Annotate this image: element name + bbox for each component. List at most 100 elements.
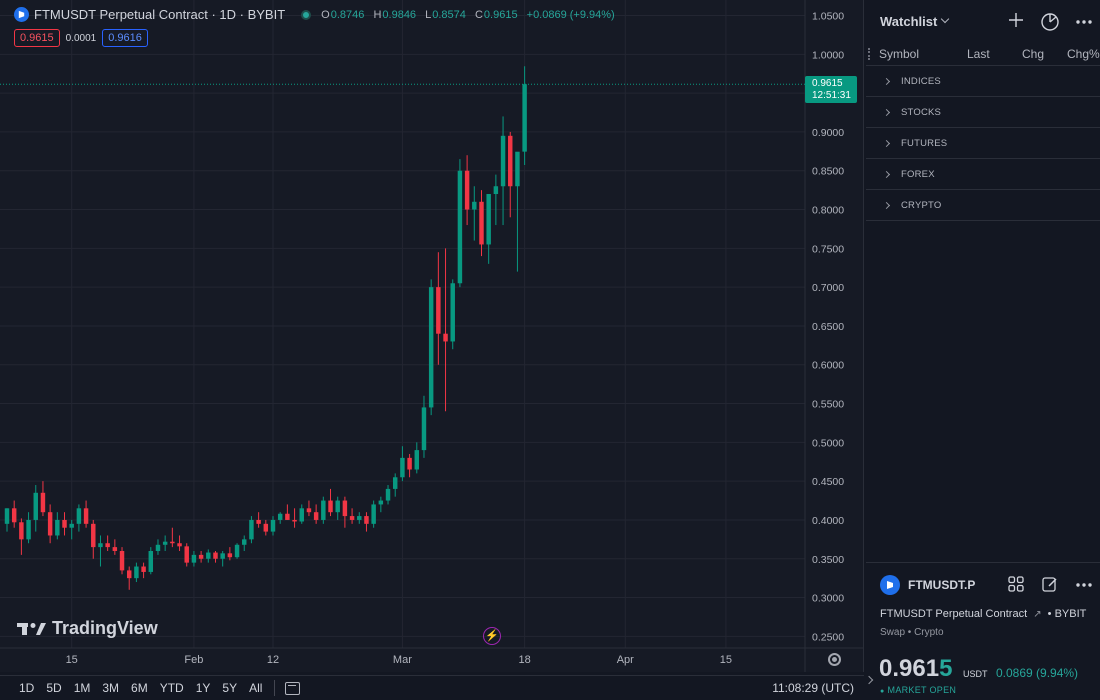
drag-handle-icon[interactable] <box>868 48 874 60</box>
x-axis-tick-label: 18 <box>518 654 530 666</box>
chevron-right-icon <box>882 77 891 85</box>
watchlist-group-crypto[interactable]: CRYPTO <box>866 190 1100 221</box>
candle-body <box>33 492 38 520</box>
column-symbol[interactable]: Symbol <box>879 46 920 61</box>
candle-body <box>227 553 233 558</box>
y-axis-tick-label: 1.0000 <box>812 49 844 61</box>
candle-body <box>76 508 82 524</box>
trade-buttons: 0.9615 0.0001 0.9616 <box>14 29 148 47</box>
chart-pane[interactable]: 0.2500 0.3000 0.3500 0.4000 0.4500 0.5000 0.55… <box>0 0 864 672</box>
candle-body <box>457 170 463 284</box>
candle-body <box>98 543 103 548</box>
candle-body <box>342 500 348 517</box>
range-5y[interactable]: 5Y <box>222 681 238 695</box>
event-lightning-icon[interactable]: ⚡ <box>483 627 501 645</box>
sell-button[interactable]: 0.9615 <box>14 29 60 47</box>
chevron-down-icon[interactable] <box>941 14 950 24</box>
watchlist-group-futures[interactable]: FUTURES <box>866 128 1100 159</box>
price-last-digit: 5 <box>939 655 953 682</box>
tradingview-logo[interactable]: TradingView <box>17 618 158 639</box>
watchlist-header: Watchlist <box>866 0 1100 42</box>
candle-body <box>91 523 96 548</box>
exchange-name: BYBIT <box>1054 608 1087 620</box>
buy-button[interactable]: 0.9616 <box>102 29 148 47</box>
y-axis-tick-label: 0.7500 <box>812 243 844 255</box>
x-axis-tick-label: 15 <box>66 654 78 666</box>
range-ytd[interactable]: YTD <box>159 681 184 695</box>
axis-settings-gear-icon[interactable] <box>828 653 841 666</box>
range-all[interactable]: All <box>249 681 263 695</box>
layout-grid-icon[interactable] <box>1006 575 1026 595</box>
range-5d[interactable]: 5D <box>46 681 62 695</box>
candle-body <box>40 492 46 513</box>
candle-body <box>206 552 211 559</box>
candle-body <box>148 550 154 572</box>
candle-body <box>285 513 290 520</box>
y-axis-tick-label: 0.6000 <box>812 360 844 372</box>
price-chart[interactable]: 0.2500 0.3000 0.3500 0.4000 0.4500 0.5000 0.55… <box>0 0 864 672</box>
candle-body <box>428 287 434 408</box>
range-6m[interactable]: 6M <box>131 681 148 695</box>
more-options-icon[interactable] <box>1074 575 1094 595</box>
candle-body <box>184 546 189 563</box>
candle-body <box>69 523 74 528</box>
advanced-view-pie-icon[interactable] <box>1040 12 1060 32</box>
watchlist-title[interactable]: Watchlist <box>880 13 938 29</box>
candle-body <box>270 519 276 532</box>
goto-date-calendar-icon[interactable] <box>285 681 301 695</box>
column-chg-percent[interactable]: Chg% <box>1067 46 1100 61</box>
candle-body <box>414 450 420 470</box>
more-options-icon[interactable] <box>1074 12 1094 32</box>
symbol-details-panel: FTMUSDT.P FTMUSDT Perpetual Contract ↗ •… <box>866 562 1100 700</box>
candle-body <box>450 283 455 342</box>
external-link-icon[interactable]: ↗ <box>1033 609 1042 620</box>
range-1y[interactable]: 1Y <box>195 681 211 695</box>
range-1d[interactable]: 1D <box>19 681 35 695</box>
candle-body <box>126 570 132 579</box>
watchlist-group-forex[interactable]: FOREX <box>866 159 1100 190</box>
ohlc-values: O0.8746 H0.9846 L0.8574 C0.9615 +0.0869 … <box>321 8 615 21</box>
last-price-label: 0.9615 <box>812 78 843 90</box>
y-axis-tick-label: 0.3500 <box>812 554 844 566</box>
symbol-title[interactable]: FTMUSDT Perpetual Contract · 1D · BYBIT <box>34 7 286 22</box>
utc-clock[interactable]: 11:08:29 (UTC) <box>772 681 854 695</box>
price-currency: USDT <box>963 669 988 679</box>
chevron-right-icon <box>882 170 891 178</box>
tradingview-wordmark: TradingView <box>52 618 158 638</box>
range-1m[interactable]: 1M <box>73 681 91 695</box>
high-value: 0.9846 <box>382 8 417 21</box>
add-symbol-plus-icon[interactable] <box>1006 12 1026 32</box>
group-label: INDICES <box>901 75 941 87</box>
candle-body <box>162 541 168 545</box>
chart-legend: FTMUSDT Perpetual Contract · 1D · BYBIT … <box>14 7 621 22</box>
details-symbol[interactable]: FTMUSDT.P <box>908 578 976 592</box>
contract-name[interactable]: FTMUSDT Perpetual Contract <box>880 608 1028 620</box>
y-axis-tick-label: 0.6500 <box>812 321 844 333</box>
watchlist-group-indices[interactable]: INDICES <box>866 66 1100 97</box>
group-label: FOREX <box>901 168 935 180</box>
candle-body <box>119 550 125 571</box>
candle-body <box>256 519 261 524</box>
column-chg[interactable]: Chg <box>1022 46 1045 61</box>
y-axis-tick-label: 1.0500 <box>812 11 844 23</box>
group-label: STOCKS <box>901 106 942 118</box>
column-last[interactable]: Last <box>967 46 990 61</box>
toolbar-divider <box>274 680 276 696</box>
y-axis-tick-label: 0.4000 <box>812 515 844 527</box>
x-axis-tick-label: Mar <box>393 654 412 666</box>
candle-body <box>55 519 60 536</box>
range-3m[interactable]: 3M <box>102 681 120 695</box>
tradingview-logo-icon <box>17 622 46 635</box>
candle-body <box>421 407 427 451</box>
y-axis-tick-label: 0.3000 <box>812 593 844 605</box>
candle-body <box>493 186 499 195</box>
watchlist-group-stocks[interactable]: STOCKS <box>866 97 1100 128</box>
y-axis-tick-label: 0.5000 <box>812 437 844 449</box>
candle-body <box>198 554 204 559</box>
x-axis-tick-label: 12 <box>267 654 279 666</box>
candle-body <box>263 523 269 532</box>
candle-body <box>155 544 161 551</box>
candle-body <box>328 500 333 513</box>
edit-note-icon[interactable] <box>1040 575 1060 595</box>
symbol-logo-icon <box>880 575 900 595</box>
